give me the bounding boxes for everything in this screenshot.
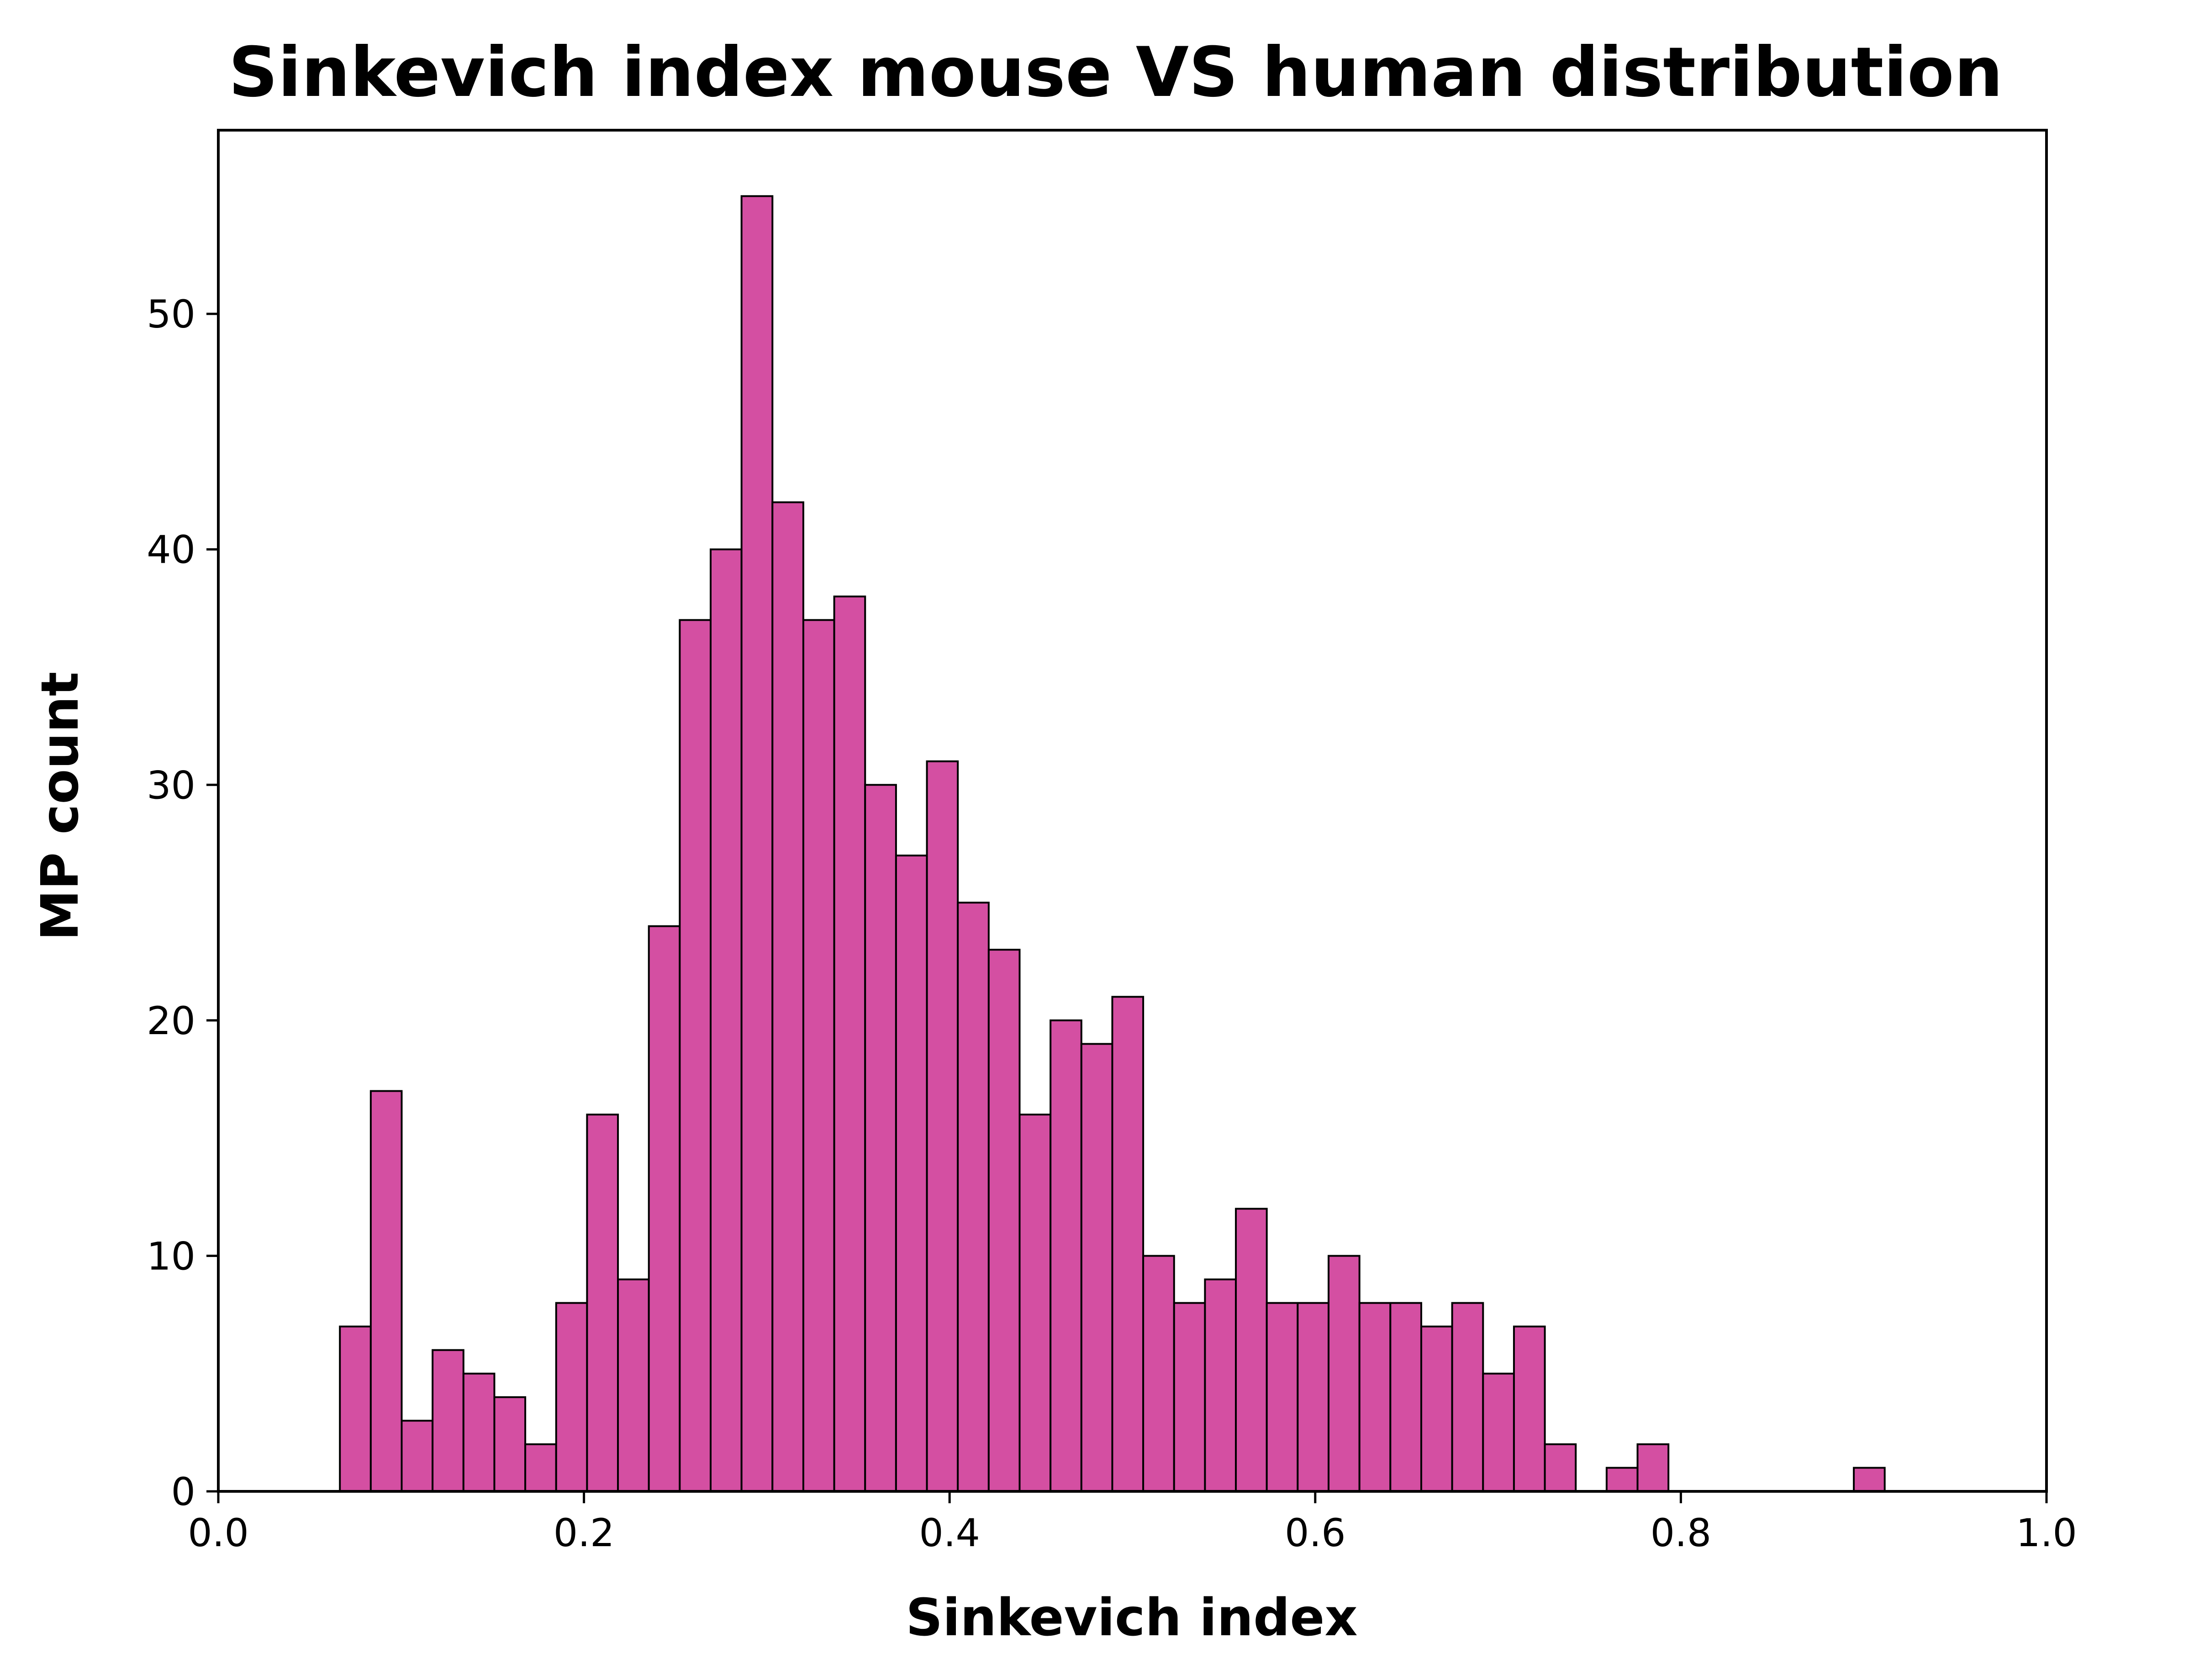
histogram-bar <box>401 1420 434 1492</box>
histogram-bar <box>864 784 897 1492</box>
histogram-bar <box>771 501 804 1492</box>
histogram-bar <box>895 854 928 1492</box>
x-tick-label: 0.2 <box>554 1511 615 1555</box>
x-tick-label: 1.0 <box>2016 1511 2077 1555</box>
x-tick-label: 0.4 <box>919 1511 980 1555</box>
histogram-bar <box>617 1278 650 1492</box>
x-axis-label: Sinkevich index <box>906 1588 1357 1648</box>
histogram-bar <box>1235 1208 1268 1493</box>
histogram-bar <box>648 925 681 1492</box>
histogram-bar <box>1297 1302 1330 1492</box>
histogram-bar <box>679 619 712 1492</box>
histogram-bar <box>1451 1302 1484 1492</box>
histogram-bar <box>339 1326 372 1492</box>
plot-frame <box>217 129 2048 1493</box>
histogram-bar <box>369 1090 403 1492</box>
y-tick-label: 30 <box>147 763 195 808</box>
histogram-bar <box>493 1396 527 1493</box>
histogram-bar <box>1853 1467 1886 1492</box>
histogram-bar <box>987 949 1021 1492</box>
histogram-bar <box>1142 1255 1175 1492</box>
histogram-bar <box>1420 1326 1453 1492</box>
histogram-bar <box>802 619 835 1492</box>
histogram-bar <box>1513 1326 1546 1492</box>
y-axis-ticks: 0 10 20 30 40 50 <box>147 292 218 1514</box>
histogram-bar <box>1266 1302 1299 1492</box>
y-tick-label: 50 <box>147 292 195 337</box>
histogram-bar <box>926 760 959 1492</box>
histogram-bar <box>524 1443 557 1492</box>
histogram-bar <box>1173 1302 1206 1492</box>
x-tick-label: 0.0 <box>188 1511 249 1555</box>
y-tick-label: 0 <box>171 1469 195 1514</box>
x-tick-label: 0.8 <box>1651 1511 1712 1555</box>
histogram-bar <box>1358 1302 1392 1492</box>
histogram-bar <box>1050 1019 1082 1492</box>
y-axis-label: MP count <box>31 672 90 941</box>
y-tick-label: 10 <box>147 1234 195 1278</box>
histogram-bar <box>1080 1043 1113 1493</box>
histogram-bar <box>833 595 866 1492</box>
histogram-bar <box>1544 1443 1577 1492</box>
histogram-bar <box>1482 1373 1515 1493</box>
x-tick-label: 0.6 <box>1285 1511 1346 1555</box>
histogram-bar <box>1328 1255 1361 1492</box>
histogram-bar <box>1636 1443 1670 1492</box>
histogram-bar <box>1018 1114 1052 1492</box>
histogram-bar <box>1605 1467 1639 1492</box>
bars-group <box>339 195 1886 1493</box>
histogram-bar <box>1204 1278 1237 1492</box>
histogram-bar <box>462 1373 496 1493</box>
histogram-bar <box>1111 996 1145 1492</box>
y-tick-label: 40 <box>147 528 195 572</box>
x-axis-ticks: 0.0 0.2 0.4 0.6 0.8 1.0 <box>188 1491 2077 1555</box>
histogram-bar <box>586 1114 619 1492</box>
histogram-bar <box>555 1302 588 1492</box>
histogram-bar <box>957 902 990 1492</box>
histogram-bar <box>740 195 774 1492</box>
histogram-bar <box>710 548 743 1492</box>
histogram-bar <box>1389 1302 1422 1492</box>
chart-title: Sinkevich index mouse VS human distribut… <box>228 33 2003 112</box>
y-tick-label: 20 <box>147 998 195 1043</box>
histogram-bar <box>432 1349 464 1493</box>
